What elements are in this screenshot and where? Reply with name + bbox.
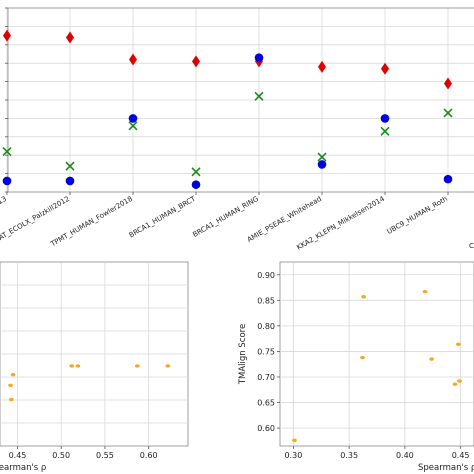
orange-point	[452, 382, 458, 386]
orange-point	[361, 295, 367, 299]
green-x-point	[254, 91, 264, 101]
right-yaxis-label: TMAlign Score	[238, 324, 248, 385]
green-x-stroke	[380, 126, 390, 136]
orange-point	[134, 364, 140, 368]
blue-circle-point	[191, 180, 201, 189]
orange-point	[10, 373, 16, 377]
orange-point	[8, 383, 13, 387]
right-ytick-label: 0.65	[257, 399, 275, 408]
orange-point	[69, 364, 75, 368]
left-xaxis-label: Spearman's ρ	[0, 463, 46, 473]
orange-point	[292, 438, 297, 443]
green-x-point	[380, 126, 390, 136]
orange-point	[455, 342, 461, 346]
orange-point	[8, 397, 14, 402]
green-x-point	[128, 121, 138, 131]
green-x-point	[2, 146, 12, 157]
right-ytick-label: 0.90	[257, 271, 275, 280]
left-xtick-label: 0.55	[96, 451, 114, 460]
orange-point	[75, 364, 81, 368]
green-x-point	[65, 161, 75, 171]
right-xaxis-label: Spearman's ρ	[418, 463, 474, 473]
right-frame	[279, 261, 474, 447]
green-x-stroke	[191, 167, 201, 177]
top-category-label: BRCA1_HUMAN_BRCT	[128, 194, 198, 239]
blue-circle-point	[128, 114, 138, 123]
orange-point	[422, 289, 428, 294]
blue-circle-point	[65, 176, 75, 186]
blue-circle-point	[2, 176, 12, 186]
red-diamond-point	[3, 29, 11, 42]
orange-point	[165, 364, 171, 368]
green-x-point	[191, 167, 201, 177]
red-diamond-point	[381, 62, 389, 75]
green-x-stroke	[128, 121, 138, 131]
right-xtick-label: 0.40	[396, 451, 414, 460]
bottom-right-scatter-chart: 0.30 0.35 0.40 0.45 0.60 0.65 0.70 0.75 0.80 0.85…	[238, 261, 474, 473]
green-x-stroke	[2, 146, 12, 157]
left-xtick-label: 0.45	[9, 451, 27, 460]
green-x-stroke	[317, 152, 327, 162]
top-category-label: UBC9_HUMAN_Roth	[386, 195, 449, 236]
red-diamond-point	[129, 53, 137, 66]
green-x-stroke	[254, 91, 264, 101]
top-scatter-chart: K_Tenaillon2013BLAT_ECOLX_Palzkill2012TP…	[0, 7, 474, 252]
green-x-stroke	[65, 161, 75, 171]
left-xtick-label: 0.50	[52, 451, 70, 460]
right-xtick-label: 0.45	[452, 451, 470, 460]
right-ytick-label: 0.75	[257, 347, 275, 356]
orange-point	[457, 379, 462, 383]
red-diamond-point	[66, 31, 74, 44]
orange-point	[360, 355, 365, 360]
green-x-point	[317, 152, 327, 162]
orange-point	[429, 357, 435, 361]
blue-circle-point	[443, 174, 453, 184]
bottom-left-scatter-chart: 0.45 0.50 0.55 0.60 Spearman's ρ	[0, 261, 189, 473]
blue-circle-point	[380, 114, 390, 123]
green-x-stroke	[443, 108, 453, 118]
right-ytick-label: 0.85	[257, 296, 275, 305]
right-ytick-label: 0.60	[257, 424, 275, 433]
right-ytick-label: 0.70	[257, 373, 275, 382]
left-xtick-label: 0.60	[140, 451, 158, 460]
red-diamond-point	[444, 77, 452, 90]
blue-circle-point	[317, 160, 327, 169]
blue-circle-point	[254, 53, 264, 62]
top-category-label: BRCA1_HUMAN_RING	[191, 195, 260, 239]
top-category-label: K_Tenaillon2013	[0, 195, 8, 230]
red-diamond-point	[318, 60, 326, 73]
top-category-label-clipped: C	[469, 242, 474, 250]
red-diamond-point	[192, 55, 200, 68]
right-xtick-label: 0.30	[284, 451, 302, 460]
right-xtick-label: 0.35	[340, 451, 358, 460]
right-ytick-label: 0.80	[257, 322, 275, 331]
green-x-point	[443, 108, 453, 118]
